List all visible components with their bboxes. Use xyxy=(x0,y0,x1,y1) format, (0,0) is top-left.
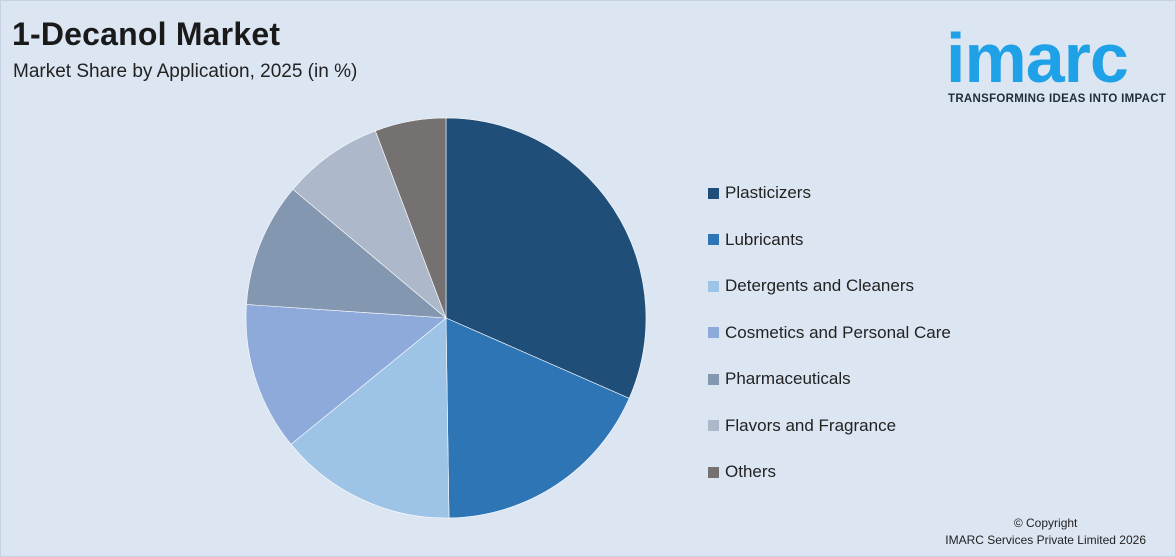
legend-swatch xyxy=(708,327,719,339)
legend-item-pharmaceuticals: Pharmaceuticals xyxy=(708,356,951,403)
legend-swatch xyxy=(708,373,719,385)
logo-tagline: TRANSFORMING IDEAS INTO IMPACT xyxy=(948,93,1167,105)
legend-label: Pharmaceuticals xyxy=(725,369,851,389)
legend-item-cosmetics-and-personal-care: Cosmetics and Personal Care xyxy=(708,310,951,357)
legend-label: Plasticizers xyxy=(725,183,811,203)
pie-chart xyxy=(245,117,647,519)
chart-subtitle: Market Share by Application, 2025 (in %) xyxy=(13,61,358,82)
legend-swatch xyxy=(708,420,719,432)
legend-swatch xyxy=(708,280,719,292)
pie-slice-cosmetics-and-personal-care xyxy=(245,304,447,445)
pie-slice-flavors-and-fragrance xyxy=(292,130,447,319)
legend-label: Lubricants xyxy=(725,229,804,249)
chart-title: 1-Decanol Market xyxy=(12,16,281,52)
legend-item-plasticizers: Plasticizers xyxy=(708,170,951,217)
legend-swatch xyxy=(708,234,719,246)
copyright-line-2: IMARC Services Private Limited 2026 xyxy=(945,533,1146,547)
pie-slice-pharmaceuticals xyxy=(246,188,447,319)
legend-label: Flavors and Fragrance xyxy=(725,415,897,435)
legend-swatch xyxy=(708,187,719,199)
pie-slice-others xyxy=(375,117,447,319)
copyright-notice: © Copyright IMARC Services Private Limit… xyxy=(945,515,1146,549)
pie-slice-lubricants xyxy=(445,317,630,519)
legend-item-detergents-and-cleaners: Detergents and Cleaners xyxy=(708,263,951,310)
pie-slice-plasticizers xyxy=(445,117,647,399)
legend-item-lubricants: Lubricants xyxy=(708,217,951,264)
logo-wordmark: imarc xyxy=(946,19,1129,97)
copyright-line-1: © Copyright xyxy=(1013,516,1078,530)
chart-legend: Plasticizers Lubricants Detergents and Cle… xyxy=(708,170,951,496)
pie-slice-detergents-and-cleaners xyxy=(290,317,450,519)
legend-swatch xyxy=(708,466,719,478)
imarc-logo: imarc TRANSFORMING IDEAS INTO IMPACT xyxy=(944,12,1172,108)
legend-item-others: Others xyxy=(708,449,951,496)
legend-label: Others xyxy=(725,462,777,482)
legend-item-flavors-and-fragrance: Flavors and Fragrance xyxy=(708,403,951,450)
legend-label: Detergents and Cleaners xyxy=(725,276,915,296)
legend-label: Cosmetics and Personal Care xyxy=(725,322,951,342)
